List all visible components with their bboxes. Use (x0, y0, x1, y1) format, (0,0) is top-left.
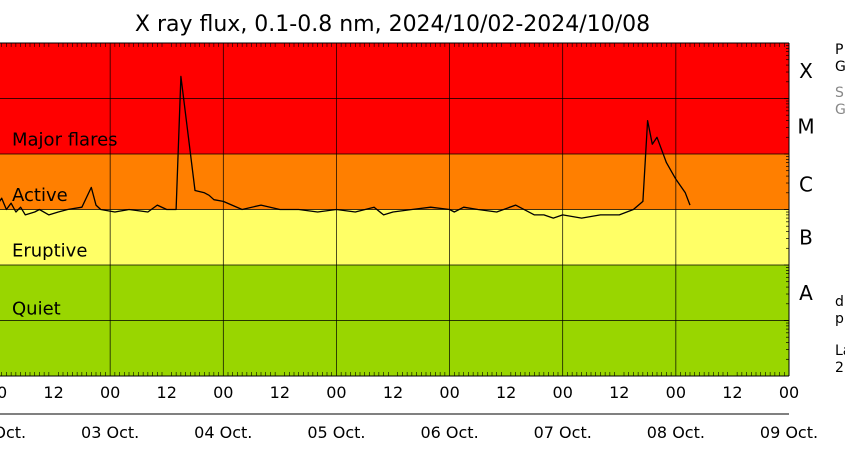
x-hour-label: 00 (666, 383, 686, 402)
x-day-label: 09 Oct. (760, 423, 818, 442)
x-hour-label: 00 (100, 383, 120, 402)
x-day-label: 05 Oct. (307, 423, 365, 442)
x-day-label: 08 Oct. (647, 423, 705, 442)
sidebar-text-4: G (835, 102, 845, 118)
x-hour-label: 00 (779, 383, 799, 402)
series-line (0, 75, 691, 219)
x-day-label: 06 Oct. (420, 423, 478, 442)
class-label: C (799, 173, 813, 197)
zone-label: Eruptive (12, 241, 87, 262)
x-day-label: 07 Oct. (534, 423, 592, 442)
chart-title: X ray flux, 0.1-0.8 nm, 2024/10/02-2024/… (134, 12, 651, 37)
zone-label: Active (12, 185, 68, 206)
x-day-label: 03 Oct. (81, 423, 139, 442)
sidebar-text-3: S (835, 85, 844, 101)
x-hour-label: 00 (213, 383, 233, 402)
x-hour-label: 00 (326, 383, 346, 402)
x-hour-label: 00 (553, 383, 573, 402)
class-label: M (797, 114, 814, 138)
sidebar-text-8: 2( (835, 360, 845, 376)
x-hour-label: 12 (609, 383, 629, 402)
x-hour-label: 12 (722, 383, 742, 402)
class-label: X (799, 59, 813, 83)
x-hour-label: 00 (0, 383, 7, 402)
axis-ticks (0, 42, 790, 415)
x-hour-label: 12 (43, 383, 63, 402)
class-labels: A B C M X (797, 59, 814, 305)
zone-label: Major flares (12, 130, 118, 151)
class-label: A (799, 281, 813, 305)
class-label: B (799, 225, 813, 249)
sidebar-text-2: G (835, 59, 845, 75)
zone-eruptive (0, 209, 789, 265)
x-day-label: 04 Oct. (194, 423, 252, 442)
zone-label: Quiet (12, 299, 61, 320)
flux-series (0, 75, 691, 219)
x-axis-labels: 00 12 00 12 00 12 00 12 00 12 00 12 00 12 00 02 Oct. 03 … (0, 383, 818, 442)
x-hour-label: 12 (496, 383, 516, 402)
x-hour-label: 00 (439, 383, 459, 402)
x-hour-label: 12 (157, 383, 177, 402)
sidebar-text-6: p (835, 311, 844, 327)
sidebar-text-5: d (835, 294, 844, 310)
x-hour-label: 12 (383, 383, 403, 402)
x-hour-label: 12 (270, 383, 290, 402)
zone-labels: Quiet Eruptive Active Major flares (12, 130, 118, 320)
horizontal-gridlines (0, 42, 789, 377)
sidebar-text-1: P (835, 42, 844, 58)
sidebar-text-7: La (835, 343, 845, 359)
zone-active (0, 154, 789, 210)
x-day-label: 02 Oct. (0, 423, 26, 442)
